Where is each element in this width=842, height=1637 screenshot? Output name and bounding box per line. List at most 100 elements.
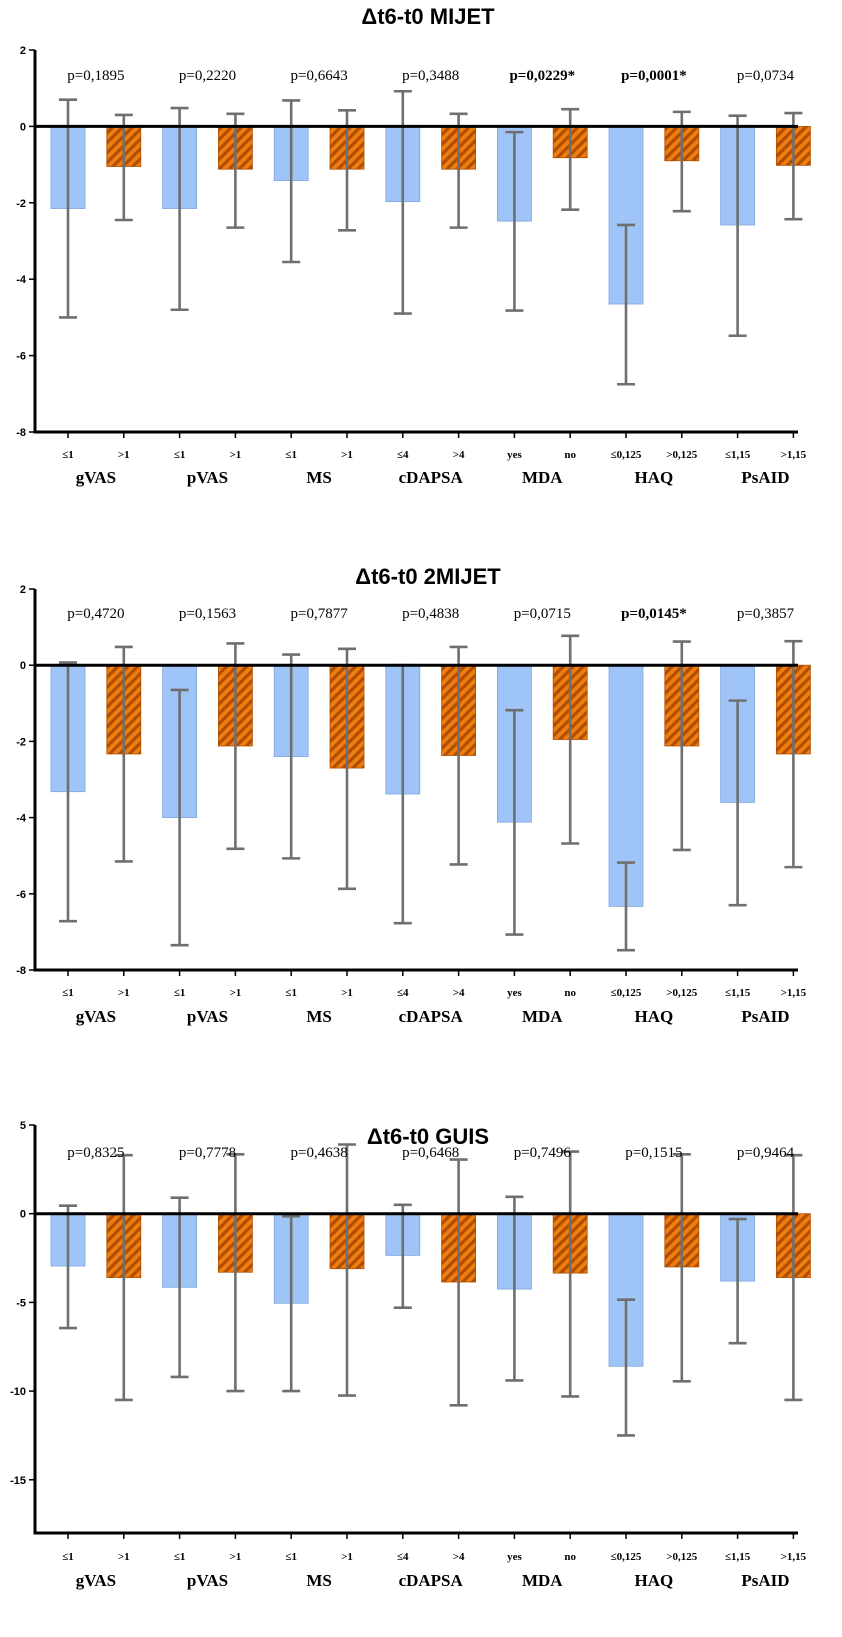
- p-value-label: p=0,6468: [402, 1145, 459, 1161]
- p-value-label: p=0,0145*: [621, 606, 687, 622]
- p-value-label: p=0,0734: [737, 68, 795, 84]
- group-label: MS: [306, 1571, 332, 1590]
- group-label: MDA: [522, 468, 563, 487]
- y-tick-label: -8: [16, 965, 26, 977]
- category-label: >4: [453, 449, 465, 461]
- category-label: ≤1: [285, 1551, 297, 1563]
- y-tick-label: -2: [16, 198, 26, 210]
- y-tick-label: -8: [16, 427, 26, 439]
- category-label: ≤4: [397, 449, 409, 461]
- group-label: HAQ: [635, 468, 674, 487]
- y-tick-label: 5: [20, 1120, 26, 1132]
- y-tick-label: -15: [10, 1475, 26, 1487]
- category-label: ≤1: [62, 1551, 74, 1563]
- chart-panel-mijet: Δt6-t0 MIJET ≤1 >1 ≤1 >1 ≤1 >1 ≤4 >4 yes no ≤0,125…: [16, 4, 811, 487]
- group-label: gVAS: [76, 468, 116, 487]
- chart-title: Δt6-t0 GUIS: [367, 1124, 489, 1149]
- p-value-label: p=0,0229*: [509, 68, 575, 84]
- group-label: pVAS: [187, 468, 228, 487]
- group-label: HAQ: [635, 1571, 674, 1590]
- group-label: PsAID: [741, 468, 789, 487]
- group-label: MDA: [522, 1007, 563, 1026]
- category-label: no: [564, 987, 576, 999]
- category-label: yes: [507, 449, 522, 461]
- category-label: >0,125: [666, 1551, 698, 1563]
- p-value-label: p=0,7778: [179, 1145, 236, 1161]
- category-label: ≤1,15: [725, 1551, 751, 1563]
- category-label: >1: [341, 987, 353, 999]
- category-label: ≤4: [397, 1551, 409, 1563]
- group-label: MDA: [522, 1571, 563, 1590]
- chart-panel-2mijet: Δt6-t0 2MIJET ≤1 >1 ≤1 >1 ≤1 >1 ≤4 >4 yes no ≤0,12…: [16, 564, 811, 1026]
- category-label: ≤1,15: [725, 449, 751, 461]
- category-label: yes: [507, 987, 522, 999]
- p-value-label: p=0,7496: [514, 1145, 572, 1161]
- p-value-label: p=0,2220: [179, 68, 236, 84]
- y-tick-label: 0: [20, 121, 26, 133]
- p-value-label: p=0,1895: [67, 68, 124, 84]
- p-value-label: p=0,3488: [402, 68, 459, 84]
- p-value-label: p=0,3857: [737, 606, 795, 622]
- group-label: HAQ: [635, 1007, 674, 1026]
- category-label: no: [564, 449, 576, 461]
- category-label: yes: [507, 1551, 522, 1563]
- category-label: >1: [341, 449, 353, 461]
- group-label: PsAID: [741, 1571, 789, 1590]
- group-label: pVAS: [187, 1571, 228, 1590]
- y-tick-label: 0: [20, 660, 26, 672]
- category-label: >0,125: [666, 449, 698, 461]
- category-label: ≤1: [174, 987, 186, 999]
- category-label: >0,125: [666, 987, 698, 999]
- group-label: PsAID: [741, 1007, 789, 1026]
- category-label: >1,15: [781, 987, 807, 999]
- group-label: MS: [306, 468, 332, 487]
- chart-panel-guis: Δt6-t0 GUIS ≤1 >1 ≤1 >1 ≤1 >1 ≤4 >4 yes no ≤0,125 >…: [10, 1120, 811, 1590]
- group-label: gVAS: [76, 1007, 116, 1026]
- group-label: MS: [306, 1007, 332, 1026]
- p-value-label: p=0,7877: [290, 606, 348, 622]
- category-label: >1,15: [781, 449, 807, 461]
- p-value-label: p=0,4720: [67, 606, 124, 622]
- category-label: ≤1,15: [725, 987, 751, 999]
- category-label: >1: [118, 987, 130, 999]
- category-label: ≤1: [174, 1551, 186, 1563]
- p-value-label: p=0,6643: [290, 68, 347, 84]
- p-value-label: p=0,1563: [179, 606, 236, 622]
- p-value-label: p=0,4838: [402, 606, 459, 622]
- category-label: ≤0,125: [611, 449, 642, 461]
- y-tick-label: 0: [20, 1209, 26, 1221]
- category-label: ≤1: [285, 449, 297, 461]
- chart-title: Δt6-t0 2MIJET: [355, 564, 501, 589]
- category-label: >4: [453, 987, 465, 999]
- y-tick-label: -4: [16, 813, 27, 825]
- p-value-label: p=0,9464: [737, 1145, 795, 1161]
- category-label: ≤1: [62, 987, 74, 999]
- category-label: >1: [230, 987, 242, 999]
- group-label: cDAPSA: [399, 1007, 464, 1026]
- y-tick-label: -10: [10, 1386, 26, 1398]
- p-value-label: p=0,0001*: [621, 68, 687, 84]
- y-tick-label: -5: [16, 1297, 26, 1309]
- y-tick-label: 2: [20, 584, 26, 596]
- category-label: >4: [453, 1551, 465, 1563]
- group-label: pVAS: [187, 1007, 228, 1026]
- category-label: >1,15: [781, 1551, 807, 1563]
- group-label: gVAS: [76, 1571, 116, 1590]
- y-tick-label: -6: [16, 351, 26, 363]
- chart-title: Δt6-t0 MIJET: [361, 4, 495, 29]
- category-label: ≤1: [285, 987, 297, 999]
- y-tick-label: -2: [16, 736, 26, 748]
- category-label: ≤4: [397, 987, 409, 999]
- y-tick-label: 2: [20, 45, 26, 57]
- p-value-label: p=0,1515: [625, 1145, 682, 1161]
- category-label: >1: [230, 449, 242, 461]
- y-tick-label: -6: [16, 889, 26, 901]
- p-value-label: p=0,4638: [290, 1145, 347, 1161]
- group-label: cDAPSA: [399, 1571, 464, 1590]
- p-value-label: p=0,0715: [514, 606, 571, 622]
- category-label: >1: [118, 1551, 130, 1563]
- category-label: ≤0,125: [611, 987, 642, 999]
- category-label: ≤0,125: [611, 1551, 642, 1563]
- category-label: >1: [341, 1551, 353, 1563]
